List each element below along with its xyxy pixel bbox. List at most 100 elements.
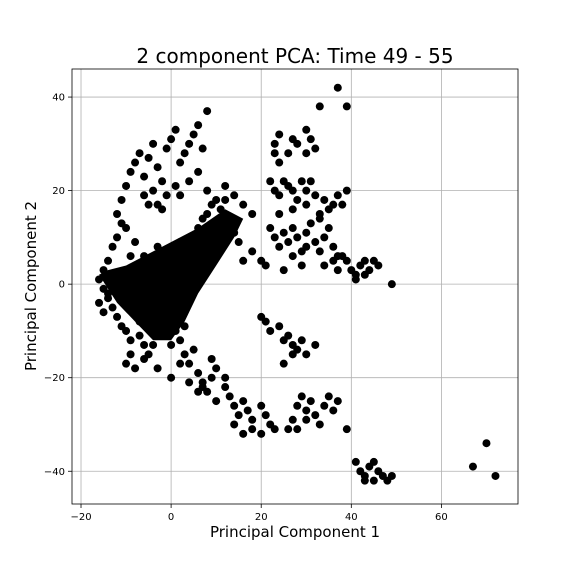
y-axis-label: Principal Component 2: [22, 201, 40, 371]
x-tick-label: −20: [70, 512, 91, 523]
data-point: [306, 397, 315, 406]
data-point: [189, 345, 198, 354]
data-point: [189, 130, 198, 139]
data-point: [167, 373, 176, 382]
data-point: [261, 261, 270, 270]
data-point: [311, 238, 320, 247]
data-point: [221, 195, 230, 204]
data-point: [333, 397, 342, 406]
data-point: [342, 186, 351, 195]
data-point: [239, 200, 248, 209]
data-point: [122, 181, 131, 190]
data-point: [212, 364, 221, 373]
data-point: [297, 392, 306, 401]
data-point: [126, 252, 135, 261]
data-point: [158, 205, 167, 214]
data-point: [288, 252, 297, 261]
data-point: [194, 369, 203, 378]
data-point: [297, 261, 306, 270]
data-point: [122, 326, 131, 335]
data-point: [230, 191, 239, 200]
data-point: [324, 392, 333, 401]
data-point: [297, 336, 306, 345]
data-point: [135, 149, 144, 158]
data-point: [320, 401, 329, 410]
data-point: [293, 195, 302, 204]
data-point: [203, 107, 212, 116]
data-point: [288, 186, 297, 195]
data-point: [257, 401, 266, 410]
data-point: [329, 406, 338, 415]
data-point: [333, 83, 342, 92]
data-point: [360, 256, 369, 265]
data-point: [369, 457, 378, 466]
x-tick-label: 40: [345, 512, 358, 523]
data-point: [315, 420, 324, 429]
data-point: [248, 425, 257, 434]
data-point: [279, 266, 288, 275]
data-point: [167, 340, 176, 349]
data-point: [239, 397, 248, 406]
data-point: [221, 373, 230, 382]
data-point: [113, 312, 122, 321]
data-point: [203, 186, 212, 195]
data-point: [387, 471, 396, 480]
data-point: [320, 195, 329, 204]
data-point: [176, 336, 185, 345]
data-point: [302, 406, 311, 415]
data-point: [243, 406, 252, 415]
data-point: [131, 364, 140, 373]
data-point: [99, 308, 108, 317]
data-point: [468, 462, 477, 471]
data-point: [324, 224, 333, 233]
data-point: [315, 247, 324, 256]
y-tick-label: −40: [44, 467, 65, 478]
data-point: [230, 420, 239, 429]
data-point: [342, 425, 351, 434]
data-point: [338, 200, 347, 209]
data-point: [293, 139, 302, 148]
data-point: [311, 144, 320, 153]
data-point: [275, 210, 284, 218]
x-tick-label: 20: [255, 512, 268, 523]
data-point: [198, 144, 207, 153]
data-point: [266, 177, 275, 186]
data-point: [315, 214, 324, 223]
data-point: [351, 457, 360, 466]
data-point: [320, 233, 329, 242]
data-point: [140, 172, 149, 181]
data-point: [212, 195, 221, 204]
data-point: [180, 350, 189, 359]
data-point: [333, 191, 342, 200]
data-point: [95, 298, 104, 307]
data-point: [140, 340, 149, 349]
data-point: [270, 139, 279, 148]
data-point: [279, 359, 288, 368]
data-point: [293, 401, 302, 410]
chart-title: 2 component PCA: Time 49 - 55: [136, 44, 453, 68]
data-point: [288, 350, 297, 359]
data-point: [302, 186, 311, 195]
data-point: [266, 326, 275, 335]
data-point: [329, 242, 338, 251]
plot-frame: [71, 68, 519, 505]
data-point: [284, 149, 293, 158]
y-tick-label: 20: [52, 186, 65, 197]
data-point: [306, 135, 315, 144]
data-point: [230, 401, 239, 410]
data-point: [185, 359, 194, 368]
data-point: [149, 340, 158, 349]
data-point: [225, 392, 234, 401]
data-point: [261, 411, 270, 420]
data-point: [194, 121, 203, 130]
axis-ticks: −20 0 20 40 60 −40 −20 0 20 40: [44, 93, 448, 523]
data-point: [108, 303, 117, 312]
data-point: [374, 261, 383, 270]
dense-point-cluster: [99, 209, 244, 341]
data-point: [302, 242, 311, 251]
data-point: [140, 191, 149, 200]
data-point: [122, 224, 131, 233]
data-point: [221, 383, 230, 392]
data-point: [104, 256, 113, 265]
